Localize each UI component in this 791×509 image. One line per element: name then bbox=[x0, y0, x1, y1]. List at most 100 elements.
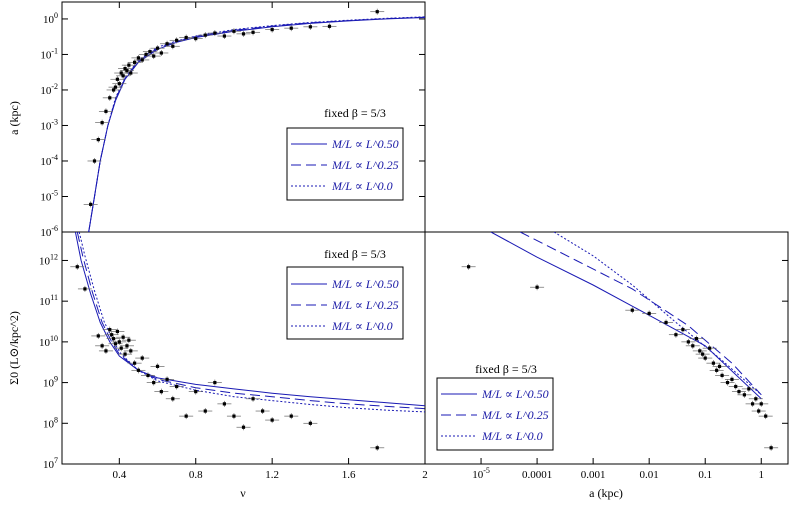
data-point bbox=[754, 400, 769, 407]
series-line-dotted bbox=[553, 232, 762, 396]
data-point bbox=[165, 395, 180, 402]
data-point bbox=[675, 326, 690, 333]
data-point bbox=[642, 310, 657, 317]
y-tick-label: 1012 bbox=[39, 252, 58, 267]
y-tick-label: 10-5 bbox=[40, 188, 58, 203]
y-tick-label: 10-2 bbox=[40, 82, 58, 97]
data-point bbox=[98, 347, 113, 354]
data-point bbox=[692, 347, 707, 354]
data-point bbox=[135, 355, 150, 362]
data-point bbox=[179, 34, 194, 41]
data-point bbox=[246, 395, 261, 402]
data-point bbox=[131, 367, 146, 374]
data-point bbox=[169, 37, 184, 44]
data-point bbox=[114, 345, 129, 352]
data-point bbox=[737, 391, 752, 398]
data-point bbox=[91, 136, 106, 143]
series-line-solid bbox=[490, 232, 762, 400]
data-point bbox=[284, 25, 299, 32]
data-point bbox=[87, 157, 102, 164]
data-point bbox=[127, 360, 142, 367]
data-point bbox=[728, 383, 743, 390]
data-point bbox=[207, 30, 222, 37]
legend-item-1: M/L ∝ L^0.50 bbox=[331, 137, 399, 151]
series-line-dashed bbox=[519, 232, 762, 396]
data-point bbox=[160, 40, 175, 47]
data-point bbox=[659, 319, 674, 326]
y-tick-label: 10-4 bbox=[40, 153, 58, 168]
legend-box bbox=[286, 266, 404, 340]
data-point bbox=[720, 379, 735, 386]
legend-item-3: M/L ∝ L^0.0 bbox=[481, 429, 543, 443]
data-point bbox=[702, 345, 717, 352]
x-tick-label: 1.6 bbox=[342, 469, 356, 481]
data-point bbox=[91, 332, 106, 339]
data-point bbox=[188, 35, 203, 42]
data-point bbox=[226, 413, 241, 420]
data-point bbox=[116, 72, 131, 79]
data-point bbox=[135, 56, 150, 63]
legend-item-2: M/L ∝ L^0.25 bbox=[331, 298, 399, 312]
data-point bbox=[142, 48, 157, 55]
data-point bbox=[98, 108, 113, 115]
y-tick-label: 109 bbox=[43, 375, 58, 390]
data-point bbox=[731, 388, 746, 395]
data-point bbox=[112, 80, 127, 87]
bottom-left-xlabel: ν bbox=[240, 486, 246, 500]
data-point bbox=[226, 28, 241, 35]
bottom-left-ylabel: Σ0 (L⊙/kpc^2) bbox=[7, 311, 21, 385]
data-point bbox=[123, 347, 138, 354]
data-point bbox=[146, 53, 161, 60]
legend-title: fixed β = 5/3 bbox=[324, 247, 386, 261]
data-point bbox=[681, 338, 696, 345]
legend-item-1: M/L ∝ L^0.50 bbox=[331, 277, 399, 291]
bottom-right-xlabel: a (kpc) bbox=[589, 486, 623, 500]
data-point bbox=[695, 351, 710, 358]
x-tick-label: 0.0001 bbox=[522, 469, 552, 481]
y-tick-label: 108 bbox=[43, 415, 58, 430]
data-point bbox=[188, 388, 203, 395]
data-point bbox=[217, 33, 232, 40]
y-tick-label: 107 bbox=[43, 456, 58, 471]
data-point bbox=[689, 335, 704, 342]
data-point bbox=[741, 385, 756, 392]
data-point bbox=[95, 119, 110, 126]
data-point bbox=[95, 342, 110, 349]
y-tick-label: 10-3 bbox=[40, 117, 58, 132]
y-tick-label: 10-1 bbox=[40, 46, 58, 61]
data-point bbox=[530, 284, 545, 291]
data-point bbox=[154, 49, 169, 56]
data-point bbox=[116, 334, 131, 341]
data-point bbox=[751, 408, 766, 415]
data-point bbox=[104, 331, 119, 338]
data-point bbox=[198, 32, 213, 39]
data-point bbox=[758, 413, 773, 420]
x-tick-label: 2 bbox=[422, 469, 428, 481]
data-point bbox=[154, 388, 169, 395]
data-point bbox=[169, 383, 184, 390]
data-point bbox=[77, 285, 92, 292]
x-tick-label: 0.8 bbox=[189, 469, 203, 481]
data-point bbox=[706, 360, 721, 367]
legend-title: fixed β = 5/3 bbox=[324, 106, 386, 120]
legend-box bbox=[286, 127, 404, 201]
top-left-ylabel: a (kpc) bbox=[7, 101, 21, 135]
data-point bbox=[712, 363, 727, 370]
x-tick-label: 0.01 bbox=[640, 469, 659, 481]
legend-box bbox=[436, 377, 554, 451]
data-point bbox=[106, 86, 121, 93]
data-point bbox=[370, 8, 385, 15]
data-point bbox=[121, 62, 136, 69]
data-point bbox=[110, 76, 125, 83]
data-point bbox=[265, 26, 280, 33]
series-line-solid bbox=[74, 232, 425, 407]
legend-title: fixed β = 5/3 bbox=[475, 362, 537, 376]
data-point bbox=[165, 43, 180, 50]
x-tick-label: 0.4 bbox=[112, 469, 126, 481]
data-point bbox=[668, 331, 683, 338]
x-tick-label: 1 bbox=[759, 469, 765, 481]
data-point bbox=[110, 328, 125, 335]
data-point bbox=[461, 263, 476, 270]
